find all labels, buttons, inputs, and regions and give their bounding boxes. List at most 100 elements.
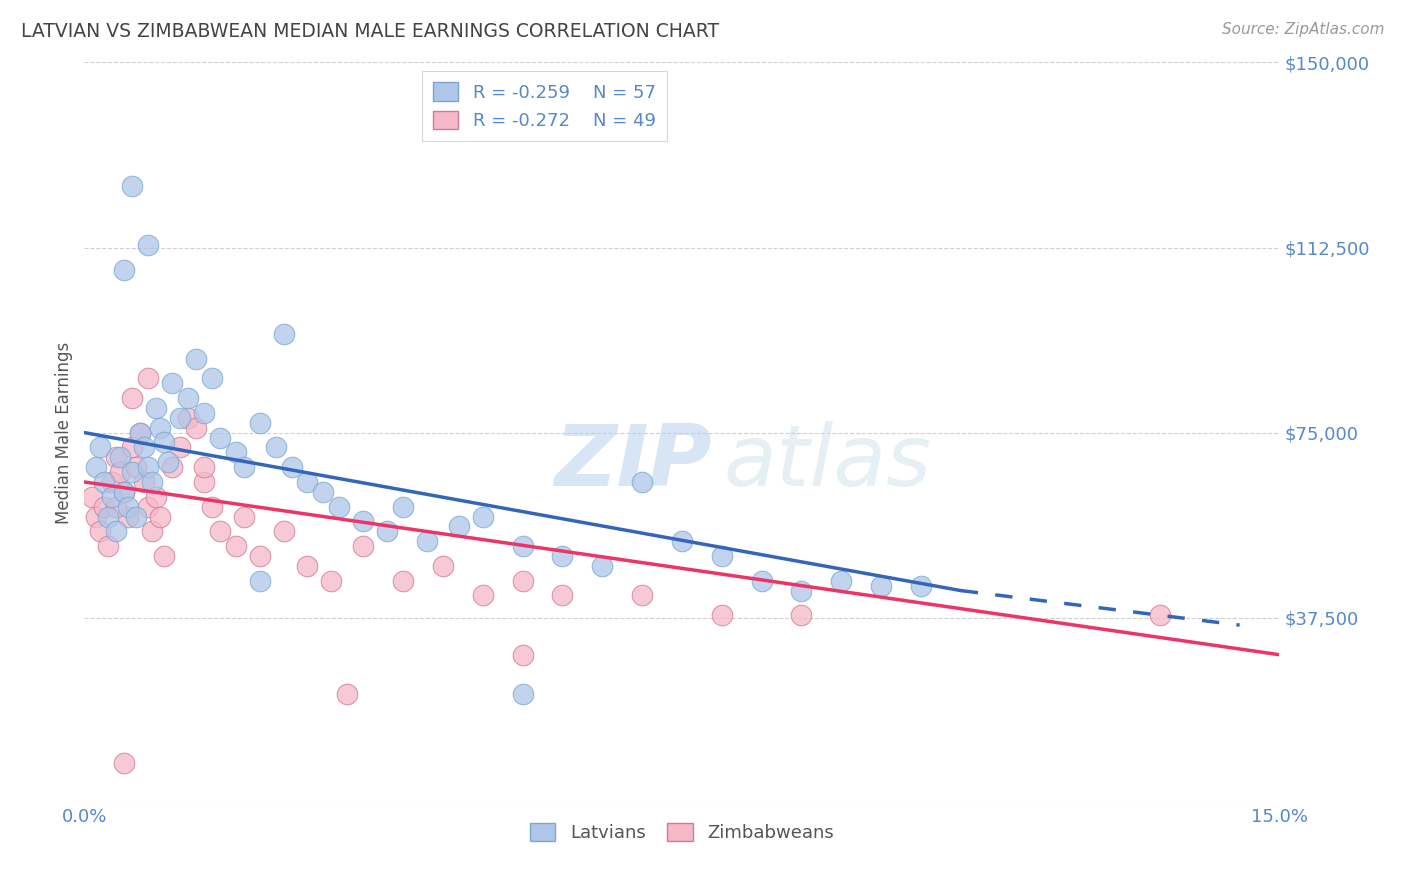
Point: [870, 579, 893, 593]
Point: [512, 687, 534, 701]
Point: [280, 460, 302, 475]
Point: [112, 484, 135, 499]
Point: [193, 406, 215, 420]
Point: [136, 460, 159, 475]
Point: [169, 441, 191, 455]
Point: [416, 534, 439, 549]
Point: [249, 549, 271, 563]
Y-axis label: Median Male Earnings: Median Male Earnings: [55, 342, 73, 524]
Point: [97, 509, 120, 524]
Point: [160, 376, 183, 391]
Point: [141, 475, 163, 489]
Point: [177, 391, 200, 405]
Point: [149, 420, 172, 434]
Point: [790, 608, 813, 623]
Point: [82, 490, 104, 504]
Point: [512, 574, 534, 588]
Point: [121, 465, 143, 479]
Point: [110, 450, 132, 465]
Point: [129, 425, 152, 440]
Point: [336, 687, 359, 701]
Point: [136, 238, 159, 252]
Point: [671, 534, 693, 549]
Point: [201, 371, 224, 385]
Point: [201, 500, 224, 514]
Point: [145, 401, 167, 415]
Point: [312, 484, 335, 499]
Point: [392, 574, 415, 588]
Text: Source: ZipAtlas.com: Source: ZipAtlas.com: [1222, 22, 1385, 37]
Point: [591, 558, 613, 573]
Point: [328, 500, 350, 514]
Point: [512, 648, 534, 662]
Point: [551, 589, 574, 603]
Point: [193, 460, 215, 475]
Point: [392, 500, 415, 514]
Point: [112, 262, 135, 277]
Point: [101, 475, 124, 489]
Point: [86, 509, 108, 524]
Point: [160, 460, 183, 475]
Point: [208, 431, 231, 445]
Point: [910, 579, 932, 593]
Legend: Latvians, Zimbabweans: Latvians, Zimbabweans: [523, 815, 841, 849]
Point: [110, 465, 132, 479]
Point: [1149, 608, 1171, 623]
Point: [321, 574, 343, 588]
Point: [352, 515, 374, 529]
Point: [297, 558, 319, 573]
Point: [149, 509, 172, 524]
Point: [551, 549, 574, 563]
Point: [225, 445, 247, 459]
Point: [751, 574, 773, 588]
Point: [232, 460, 254, 475]
Point: [105, 524, 128, 539]
Point: [132, 475, 156, 489]
Point: [136, 371, 159, 385]
Point: [232, 509, 254, 524]
Point: [790, 583, 813, 598]
Point: [112, 484, 135, 499]
Point: [471, 589, 494, 603]
Point: [264, 441, 287, 455]
Text: ZIP: ZIP: [554, 421, 711, 504]
Point: [121, 391, 143, 405]
Point: [129, 425, 152, 440]
Point: [157, 455, 180, 469]
Point: [105, 450, 128, 465]
Point: [471, 509, 494, 524]
Point: [432, 558, 454, 573]
Point: [117, 500, 139, 514]
Point: [105, 500, 128, 514]
Point: [125, 460, 148, 475]
Point: [208, 524, 231, 539]
Point: [89, 524, 111, 539]
Point: [375, 524, 398, 539]
Point: [86, 460, 108, 475]
Point: [512, 539, 534, 553]
Point: [273, 524, 295, 539]
Point: [447, 519, 470, 533]
Point: [101, 490, 124, 504]
Point: [112, 756, 135, 771]
Point: [830, 574, 852, 588]
Point: [153, 549, 176, 563]
Point: [125, 509, 148, 524]
Point: [141, 524, 163, 539]
Text: atlas: atlas: [724, 421, 932, 504]
Point: [145, 490, 167, 504]
Point: [97, 539, 120, 553]
Point: [153, 435, 176, 450]
Point: [121, 178, 143, 193]
Point: [184, 420, 207, 434]
Point: [631, 589, 654, 603]
Point: [249, 416, 271, 430]
Point: [631, 475, 654, 489]
Text: LATVIAN VS ZIMBABWEAN MEDIAN MALE EARNINGS CORRELATION CHART: LATVIAN VS ZIMBABWEAN MEDIAN MALE EARNIN…: [21, 22, 720, 41]
Point: [136, 500, 159, 514]
Point: [121, 441, 143, 455]
Point: [710, 549, 733, 563]
Point: [89, 441, 111, 455]
Point: [273, 326, 295, 341]
Point: [710, 608, 733, 623]
